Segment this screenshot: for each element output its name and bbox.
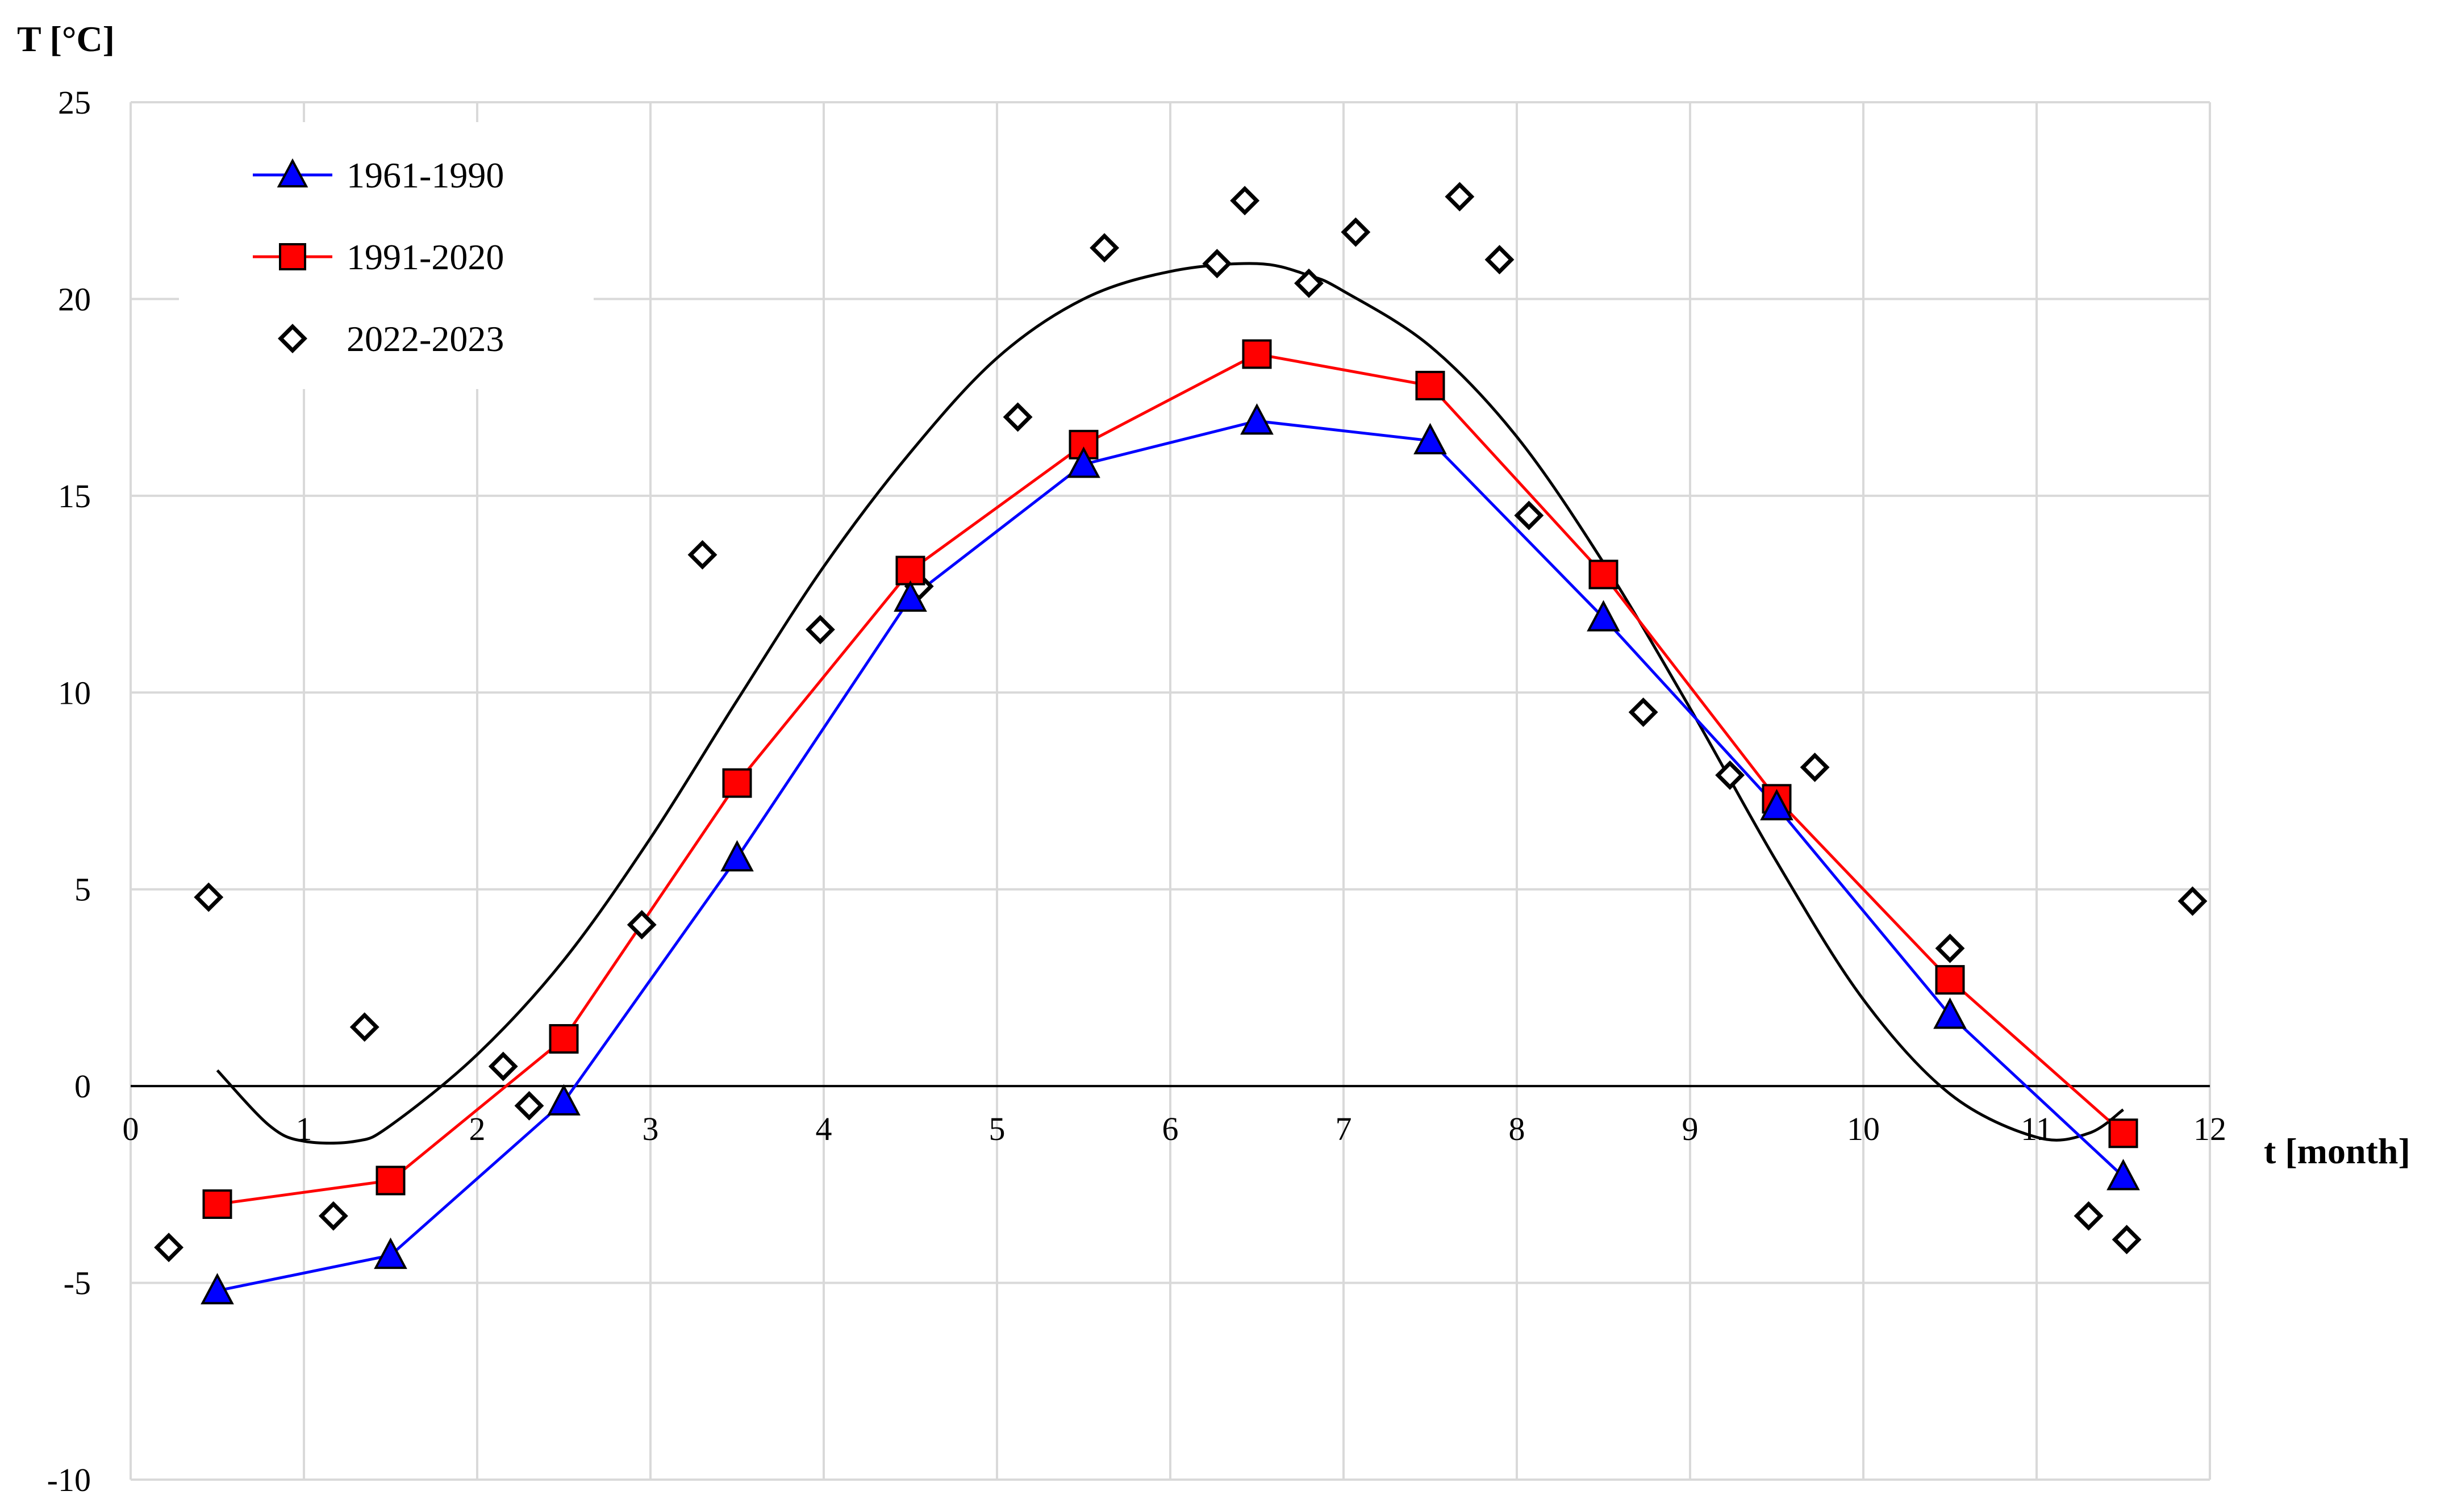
- legend-item-1961-1990: 1961-1990: [253, 155, 504, 195]
- data-point-1991-2020: [1415, 370, 1445, 400]
- data-point-2022-2023: [194, 882, 224, 912]
- y-tick-label: 5: [74, 871, 91, 908]
- curve-layer: [216, 262, 2124, 1145]
- data-point-1991-2020: [1069, 429, 1099, 460]
- y-tick-label: 0: [74, 1068, 91, 1105]
- data-point-2022-2023: [318, 1201, 348, 1231]
- data-point-2022-2023: [1003, 402, 1033, 432]
- x-tick-label: 2: [469, 1110, 486, 1147]
- data-point-1961-1990: [894, 580, 927, 612]
- series-line-1961-1990: [216, 419, 2125, 1292]
- data-point-1961-1990: [1240, 403, 1274, 435]
- data-point-2022-2023: [1202, 249, 1232, 279]
- legend-label-1961-1990: 1961-1990: [347, 155, 504, 195]
- data-point-1961-1990: [374, 1237, 407, 1269]
- series-line-1991-2020: [217, 352, 2125, 1206]
- data-point-2022-2023: [1090, 233, 1120, 263]
- data-point-2022-2023: [488, 1051, 518, 1081]
- data-point-2022-2023: [687, 540, 718, 570]
- data-point-1991-2020: [549, 1024, 579, 1054]
- legend-item-2022-2023: 2022-2023: [278, 319, 504, 359]
- y-tick-labels: -10 -5 0 5 10 15 20 25: [47, 84, 91, 1498]
- data-point-2022-2023: [514, 1091, 544, 1121]
- data-point-2022-2023: [805, 615, 835, 645]
- x-tick-label: 8: [1509, 1110, 1525, 1147]
- y-tick-label: 20: [58, 281, 91, 318]
- data-point-2022-2023: [1294, 268, 1324, 298]
- x-tick-label: 10: [1847, 1110, 1880, 1147]
- grid: [130, 101, 2211, 1481]
- data-point-1961-1990: [1760, 788, 1793, 821]
- data-point-2022-2023: [1514, 500, 1544, 531]
- y-tick-label: -10: [47, 1461, 91, 1498]
- data-point-2022-2023: [2112, 1225, 2142, 1255]
- data-point-2022-2023: [1230, 186, 1260, 216]
- x-tick-label: 4: [816, 1110, 832, 1147]
- data-point-2022-2023: [1800, 752, 1830, 782]
- data-point-1991-2020: [376, 1166, 406, 1196]
- x-tick-label: 12: [2193, 1110, 2226, 1147]
- data-point-1961-1990: [547, 1084, 581, 1116]
- data-point-2022-2023: [2177, 886, 2208, 916]
- data-point-2022-2023: [1341, 217, 1371, 247]
- x-tick-label: 11: [2021, 1110, 2053, 1147]
- y-tick-label: 15: [58, 478, 91, 515]
- x-tick-labels: 0 1 2 3 4 5 6 7 8 9 10 11 12: [123, 1110, 2227, 1147]
- data-point-2022-2023: [349, 1012, 379, 1042]
- data-point-1991-2020: [1242, 339, 1272, 369]
- data-point-1961-1990: [1587, 600, 1620, 632]
- data-point-1991-2020: [722, 768, 752, 798]
- x-tick-label: 5: [989, 1110, 1006, 1147]
- fitted-curve: [216, 262, 2124, 1145]
- data-point-1991-2020: [2108, 1118, 2138, 1148]
- data-point-1961-1990: [1933, 997, 1967, 1029]
- legend-label-1991-2020: 1991-2020: [347, 237, 504, 277]
- data-point-1961-1990: [2106, 1159, 2140, 1191]
- y-tick-label: -5: [64, 1265, 91, 1302]
- data-point-1961-1990: [1067, 446, 1100, 478]
- y-axis-title: T [°C]: [17, 19, 115, 59]
- legend-marker-diamond-icon: [278, 324, 307, 353]
- x-tick-label: 9: [1682, 1110, 1699, 1147]
- data-point-2022-2023: [1935, 933, 1965, 963]
- legend-item-1991-2020: 1991-2020: [253, 237, 504, 277]
- data-point-2022-2023: [154, 1233, 184, 1263]
- x-tick-label: 3: [643, 1110, 659, 1147]
- series-layer: [154, 182, 2208, 1305]
- legend-label-2022-2023: 2022-2023: [347, 319, 504, 359]
- data-point-2022-2023: [1484, 245, 1515, 275]
- data-point-2022-2023: [1628, 697, 1658, 727]
- x-axis-title: t [month]: [2264, 1131, 2410, 1171]
- data-point-1991-2020: [202, 1189, 232, 1219]
- x-tick-label: 0: [123, 1110, 139, 1147]
- data-point-1961-1990: [720, 840, 754, 872]
- x-tick-label: 7: [1336, 1110, 1352, 1147]
- data-point-1961-1990: [201, 1273, 234, 1305]
- legend-marker-square-icon: [279, 243, 306, 270]
- data-point-1991-2020: [895, 555, 925, 586]
- data-point-1991-2020: [1588, 559, 1618, 590]
- y-tick-label: 25: [58, 84, 91, 121]
- data-point-2022-2023: [1715, 760, 1745, 790]
- x-tick-label: 6: [1162, 1110, 1179, 1147]
- legend-background: [179, 122, 594, 389]
- legend-marker-triangle-icon: [277, 158, 308, 187]
- y-tick-label: 10: [58, 674, 91, 711]
- data-point-2022-2023: [627, 910, 657, 940]
- data-point-1991-2020: [1935, 965, 1965, 995]
- x-tick-label: 1: [296, 1110, 312, 1147]
- data-point-2022-2023: [2074, 1201, 2104, 1231]
- legend: 1961-1990 1991-2020 2022-2023: [179, 122, 594, 389]
- data-point-1961-1990: [1413, 423, 1447, 454]
- data-point-2022-2023: [1445, 182, 1475, 212]
